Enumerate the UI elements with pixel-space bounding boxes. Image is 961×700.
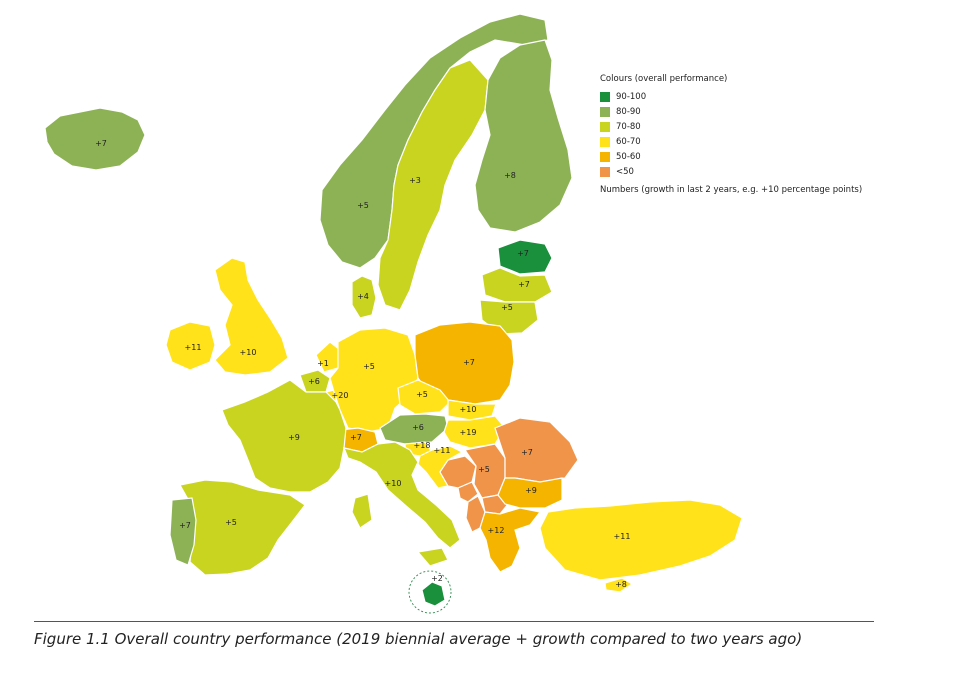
label-netherlands: +1 [317,359,329,368]
country-france[interactable] [221,379,347,493]
label-uk: +10 [240,348,257,357]
label-italy: +10 [385,479,402,488]
country-turkey[interactable] [539,499,743,581]
label-bulgaria: +9 [525,486,537,495]
country-estonia[interactable] [497,239,553,275]
country-uk[interactable] [214,257,289,376]
label-belgium: +6 [308,377,320,386]
country-cyprus[interactable] [604,577,634,593]
label-romania: +7 [521,448,533,457]
legend-swatch [600,166,610,177]
label-poland: +7 [463,358,475,367]
label-malta: +2 [431,574,443,583]
label-germany: +5 [363,362,375,371]
label-france: +9 [288,433,300,442]
legend-item: 90-100 [600,89,862,104]
country-greece[interactable] [479,507,542,573]
label-turkey: +11 [614,532,631,541]
country-portugal[interactable] [169,497,197,566]
legend-item: <50 [600,164,862,179]
country-finland[interactable] [474,39,573,233]
legend-item: 60-70 [600,134,862,149]
legend: Colours (overall performance) 90-100 80-… [600,74,862,195]
europe-map: +7 +5 +3 +8 +7 +7 +5 +4 +11 +10 +1 +6 +2… [44,13,743,614]
label-slovenia: +18 [414,441,431,450]
label-greece: +12 [488,526,505,535]
label-estonia: +7 [517,249,529,258]
malta-highlight-circle [408,570,452,614]
label-serbia: +5 [478,465,490,474]
country-denmark[interactable] [351,275,377,319]
label-portugal: +7 [179,521,191,530]
label-hungary: +19 [460,428,477,437]
country-montenegro[interactable] [457,481,479,503]
label-czechia: +5 [416,390,428,399]
country-norway[interactable] [319,13,549,269]
legend-swatch [600,91,610,102]
country-spain[interactable] [179,479,306,576]
country-iceland[interactable] [44,107,146,171]
legend-label: 60-70 [616,136,641,147]
label-croatia: +11 [434,446,451,455]
label-ireland: +11 [185,343,202,352]
country-germany[interactable] [329,327,419,433]
label-norway: +5 [357,201,369,210]
label-lithuania: +5 [501,303,513,312]
legend-item: 80-90 [600,104,862,119]
country-malta[interactable] [421,581,446,607]
label-luxembourg: +20 [332,391,349,400]
label-spain: +5 [225,518,237,527]
country-italy-islands[interactable] [351,493,449,567]
legend-label: 70-80 [616,121,641,132]
figure-caption: Figure 1.1 Overall country performance (… [34,630,803,648]
legend-label: <50 [616,166,634,177]
country-latvia[interactable] [481,267,553,303]
country-czechia[interactable] [397,379,451,415]
label-cyprus: +8 [615,580,627,589]
legend-swatch [600,121,610,132]
legend-swatch [600,136,610,147]
country-italy[interactable] [343,441,461,549]
legend-swatch [600,106,610,117]
label-switzerland: +7 [350,433,362,442]
legend-item: 70-80 [600,119,862,134]
label-slovakia: +10 [460,405,477,414]
growth-labels: +7 +5 +3 +8 +7 +7 +5 +4 +11 +10 +1 +6 +2… [95,139,630,589]
legend-label: 80-90 [616,106,641,117]
legend-label: 90-100 [616,91,647,102]
legend-swatch [600,151,610,162]
label-finland: +8 [504,171,516,180]
legend-title: Colours (overall performance) [600,74,728,84]
country-belgium[interactable] [299,369,331,393]
legend-note: Numbers (growth in last 2 years, e.g. +1… [600,185,863,195]
legend-item: 50-60 [600,149,862,164]
label-sweden: +3 [409,176,421,185]
label-latvia: +7 [518,280,530,289]
caption-divider [34,621,874,622]
label-denmark: +4 [357,292,369,301]
country-romania[interactable] [494,417,579,483]
country-sweden[interactable] [377,59,489,311]
country-ireland[interactable] [165,321,216,371]
legend-label: 50-60 [616,151,641,162]
country-bulgaria[interactable] [497,477,563,509]
label-austria: +6 [412,423,424,432]
label-iceland: +7 [95,139,107,148]
